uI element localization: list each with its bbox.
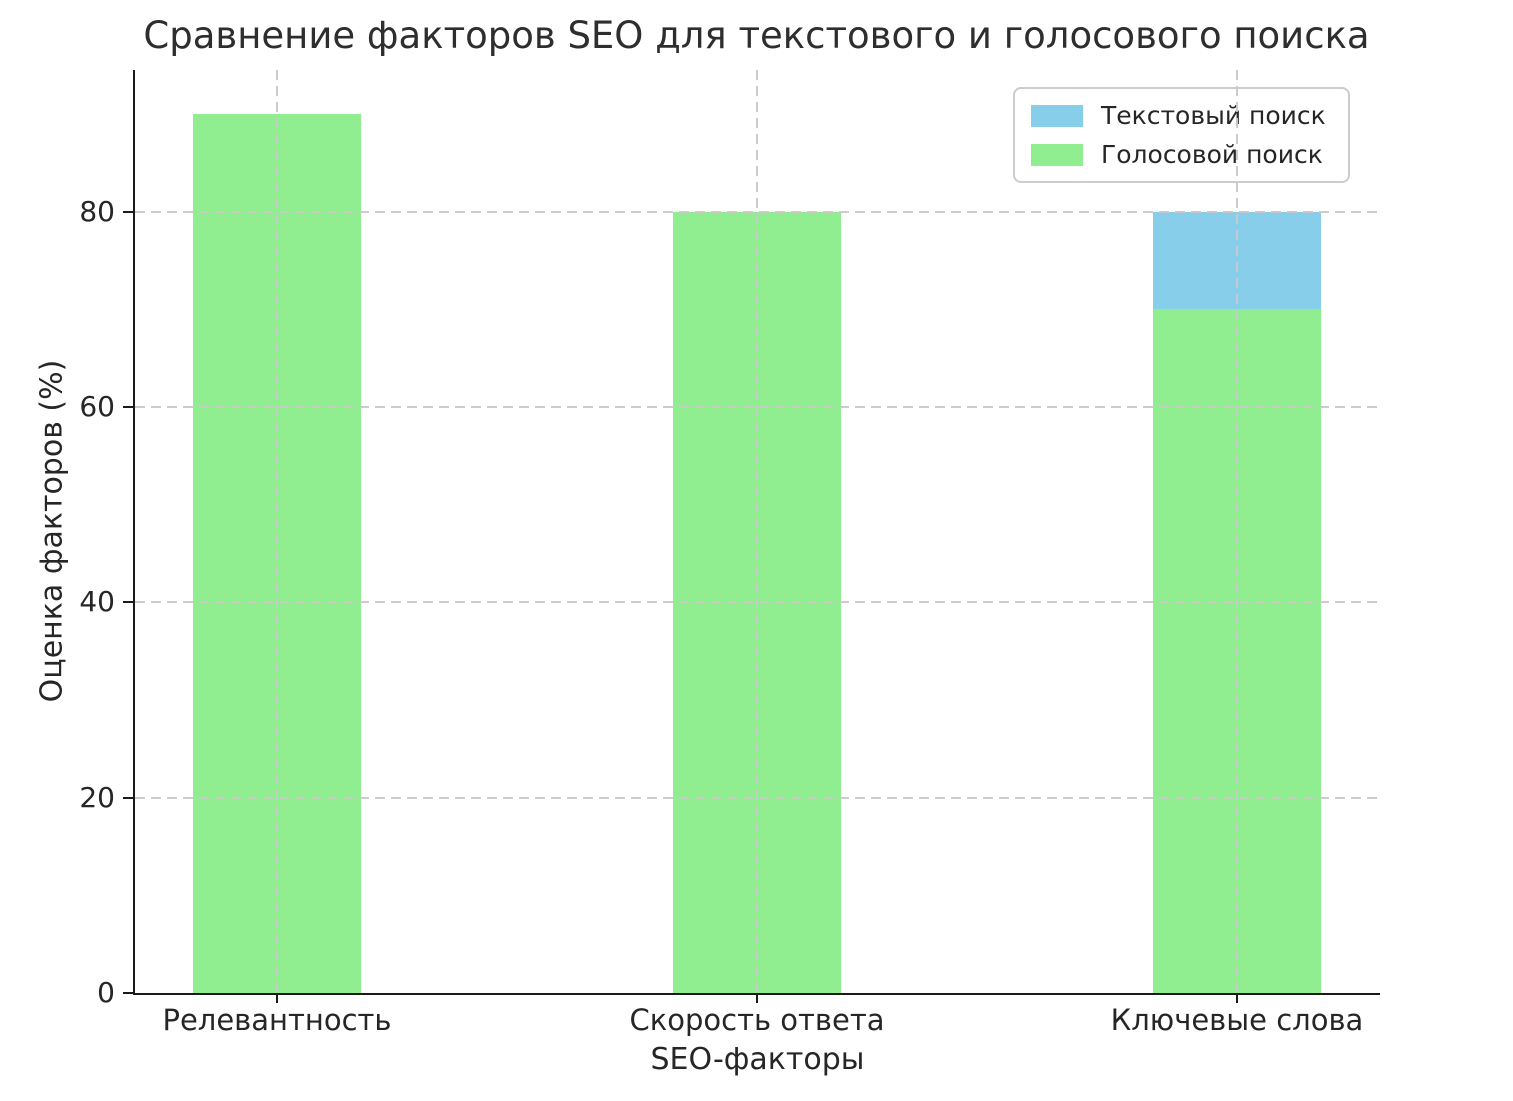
legend-item-text-search: Текстовый поиск xyxy=(1031,101,1326,130)
x-tick-mark-0 xyxy=(276,993,278,1003)
gridline-v-0 xyxy=(276,70,278,993)
gridline-v-1 xyxy=(756,70,758,993)
y-tick-label-20: 20 xyxy=(79,780,115,814)
y-tick-mark-0 xyxy=(123,992,133,994)
y-tick-label-0: 0 xyxy=(97,976,115,1009)
y-tick-mark-60 xyxy=(123,405,133,408)
x-tick-label-0: Релевантность xyxy=(162,1003,392,1037)
plot-area: Текстовый поиск Голосовой поиск xyxy=(133,70,1380,995)
gridline-v-2 xyxy=(1236,70,1238,993)
legend-swatch-voice-search xyxy=(1031,143,1083,166)
y-tick-mark-40 xyxy=(123,601,133,604)
legend-label-text-search: Текстовый поиск xyxy=(1101,101,1326,130)
x-tick-label-1: Скорость ответа xyxy=(629,1003,885,1037)
legend-label-voice-search: Голосовой поиск xyxy=(1101,140,1323,169)
legend-item-voice-search: Голосовой поиск xyxy=(1031,140,1326,169)
y-axis-spine xyxy=(133,70,135,995)
y-tick-label-60: 60 xyxy=(79,389,115,423)
x-axis-label: SEO-факторы xyxy=(650,1042,865,1077)
x-tick-mark-1 xyxy=(756,993,758,1003)
y-tick-label-80: 80 xyxy=(79,194,115,228)
y-tick-label-40: 40 xyxy=(79,585,115,619)
legend-swatch-text-search xyxy=(1031,104,1083,127)
y-tick-mark-20 xyxy=(123,796,133,799)
x-tick-mark-2 xyxy=(1236,993,1238,1003)
y-tick-mark-80 xyxy=(123,210,133,213)
chart-title: Сравнение факторов SEO для текстового и … xyxy=(143,14,1370,57)
legend: Текстовый поиск Голосовой поиск xyxy=(1013,87,1350,183)
x-tick-label-2: Ключевые слова xyxy=(1110,1003,1364,1037)
